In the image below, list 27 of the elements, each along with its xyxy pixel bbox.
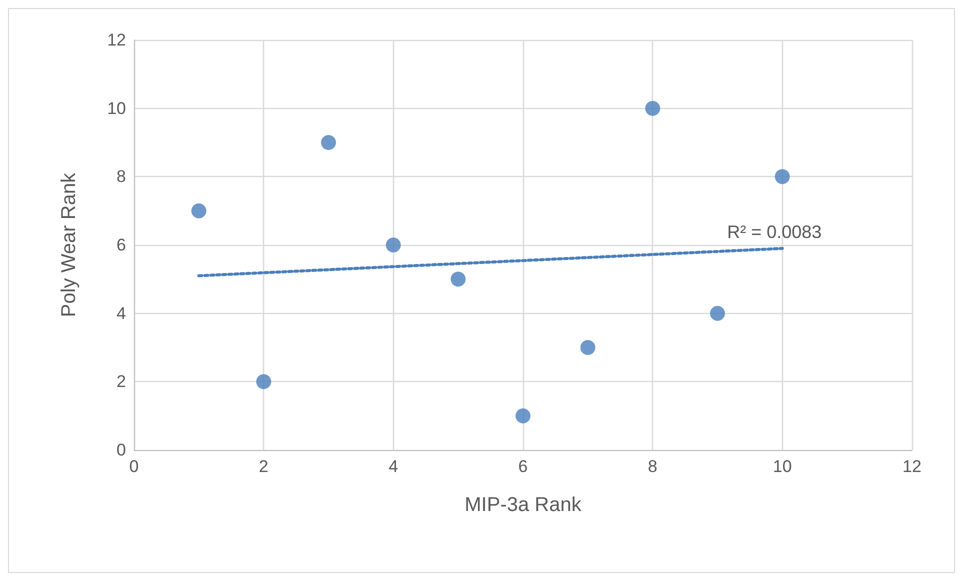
point [645, 100, 660, 116]
point [450, 272, 466, 287]
x-tick-label: 10 [772, 457, 792, 476]
point [256, 374, 272, 390]
y-tick-label: 2 [116, 372, 126, 392]
point [321, 135, 336, 150]
y-axis-title: Poly Wear Rank [58, 172, 80, 318]
point [386, 238, 401, 252]
y-tick-label: 0 [116, 440, 126, 460]
y-tick-label: 12 [107, 30, 126, 50]
point [580, 340, 596, 355]
x-axis-title: MIP-3a Rank [464, 494, 582, 516]
y-tick-label: 6 [116, 236, 126, 254]
x-tick-label: 4 [388, 457, 398, 476]
point [191, 203, 206, 218]
point [516, 408, 530, 424]
x-tick-label: 8 [648, 457, 658, 476]
x-tick-label: 6 [518, 457, 528, 476]
y-tick-label: 8 [116, 167, 126, 186]
x-tick-label: 12 [902, 457, 922, 476]
point [710, 306, 725, 321]
y-tick-label: 10 [107, 98, 126, 118]
y-tick-label: 4 [116, 304, 126, 323]
annotation: R² = 0.0083 [727, 222, 822, 242]
x-tick-label: 0 [129, 457, 139, 476]
x-tick-label: 2 [258, 457, 268, 476]
point [774, 169, 790, 184]
